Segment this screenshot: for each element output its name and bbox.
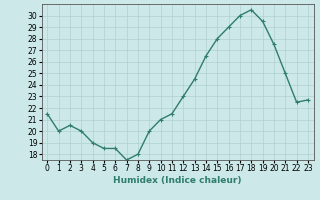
X-axis label: Humidex (Indice chaleur): Humidex (Indice chaleur) [113,176,242,185]
